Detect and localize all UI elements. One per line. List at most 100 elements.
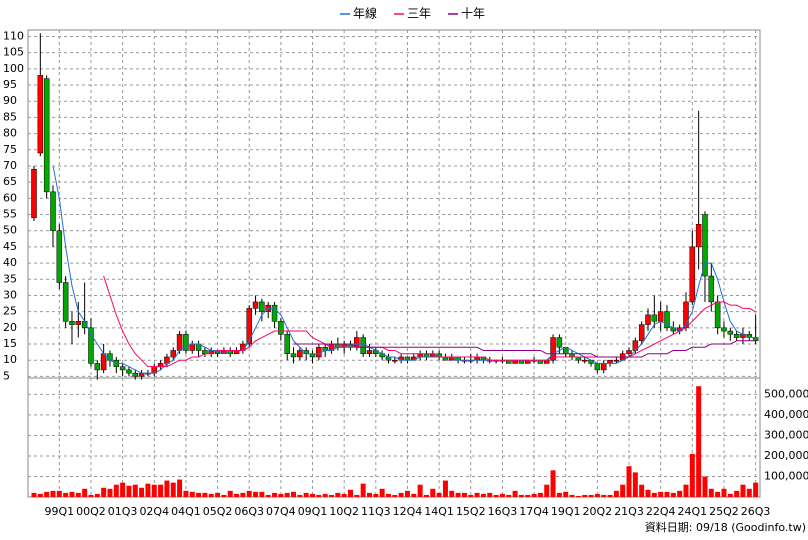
y-tick-label: 40	[3, 256, 17, 269]
volume-bar	[569, 494, 575, 497]
volume-bar	[696, 386, 702, 497]
y2-tick-label: 200,000	[764, 449, 808, 462]
volume-bar	[708, 488, 714, 497]
volume-bar	[348, 489, 353, 497]
candle-body	[88, 327, 94, 364]
candle-body	[689, 246, 696, 303]
volume-bar	[354, 494, 360, 497]
volume-bar	[518, 494, 524, 497]
volume-bar	[531, 493, 537, 497]
volume-bar	[265, 494, 271, 497]
y-tick-label: 60	[3, 191, 17, 204]
source-note: 資料日期: 09/18 (Goodinfo.tw)	[645, 520, 806, 534]
volume-bar	[278, 493, 284, 497]
volume-bar	[575, 495, 581, 497]
x-tick-label: 19Q1	[551, 505, 581, 518]
volume-bar	[468, 494, 474, 497]
candle-body	[170, 350, 177, 358]
volume-bar	[563, 491, 569, 497]
y-tick-label: 25	[3, 305, 17, 318]
y2-tick-label: 100,000	[764, 469, 808, 482]
candle-body	[75, 321, 82, 325]
volume-bar	[69, 491, 75, 497]
candle-body	[252, 301, 259, 309]
candle-body	[69, 321, 75, 325]
volume-bar	[44, 491, 50, 497]
y-tick-label: 55	[3, 208, 17, 221]
candle-body	[733, 334, 740, 338]
x-tick-label: 14Q1	[424, 505, 454, 518]
volume-bar	[512, 490, 518, 497]
candle-body	[645, 314, 651, 325]
volume-bar	[461, 492, 467, 497]
volume-bar	[196, 492, 202, 497]
candle-body	[271, 304, 278, 322]
volume-bar	[734, 490, 740, 497]
y-tick-label: 65	[3, 175, 17, 188]
candle-body	[651, 314, 658, 322]
candle-body	[176, 334, 183, 351]
volume-bar	[31, 492, 37, 497]
candle-body	[695, 223, 702, 248]
x-tick-label: 09Q1	[298, 505, 328, 518]
y-tick-label: 35	[3, 272, 17, 285]
candle-body	[94, 363, 101, 371]
volume-bar	[341, 493, 347, 497]
volume-bar	[544, 484, 550, 497]
volume-bar	[664, 491, 670, 497]
candle-body	[626, 350, 632, 354]
ma-line	[52, 165, 756, 374]
volume-bar	[151, 484, 157, 497]
candle-body	[702, 214, 708, 277]
volume-bar	[639, 484, 645, 497]
y-tick-label: 10	[3, 353, 17, 366]
volume-bar	[436, 492, 442, 497]
candle-body	[550, 337, 556, 361]
candle-body	[50, 191, 56, 231]
y-tick-label: 75	[3, 143, 17, 156]
volume-bar	[404, 490, 410, 497]
volume-bar	[702, 476, 708, 497]
volume-bar	[740, 484, 746, 497]
volume-bar	[291, 491, 297, 497]
candle-body	[316, 346, 322, 358]
candle-body	[132, 372, 139, 377]
volume-bar	[620, 484, 626, 497]
volume-bar	[75, 492, 81, 497]
volume-bar	[82, 488, 88, 497]
x-tick-label: 11Q3	[361, 505, 391, 518]
volume-bar	[246, 490, 252, 497]
candle-body	[43, 78, 50, 193]
volume-bar	[329, 494, 335, 497]
x-tick-label: 26Q3	[741, 505, 771, 518]
volume-bar	[430, 488, 436, 497]
volume-bar	[594, 493, 600, 497]
volume-bar	[310, 493, 316, 497]
volume-bar	[94, 493, 100, 497]
volume-bar	[455, 492, 461, 497]
candle-body	[107, 353, 113, 361]
volume-bar	[588, 494, 594, 497]
volume-bar	[37, 493, 43, 497]
volume-bar	[335, 492, 341, 497]
legend-label: 年線	[353, 6, 377, 21]
y-tick-label: 15	[3, 337, 17, 350]
candle-body	[366, 350, 373, 354]
x-tick-label: 12Q4	[393, 505, 423, 518]
volume-bar	[316, 494, 322, 497]
volume-bar	[126, 485, 132, 497]
volume-bar	[107, 488, 113, 497]
volume-bar	[677, 490, 683, 497]
volume-bar	[449, 490, 455, 497]
volume-bar	[423, 494, 429, 497]
y-tick-label: 80	[3, 127, 17, 140]
x-tick-label: 16Q3	[488, 505, 518, 518]
y-tick-label: 105	[3, 46, 24, 59]
volume-bar	[189, 491, 195, 497]
volume-bar	[753, 482, 759, 497]
volume-bar	[525, 494, 531, 497]
x-tick-label: 10Q2	[329, 505, 359, 518]
volume-bar	[474, 492, 480, 497]
volume-bar	[556, 492, 562, 497]
volume-bar	[170, 482, 176, 497]
